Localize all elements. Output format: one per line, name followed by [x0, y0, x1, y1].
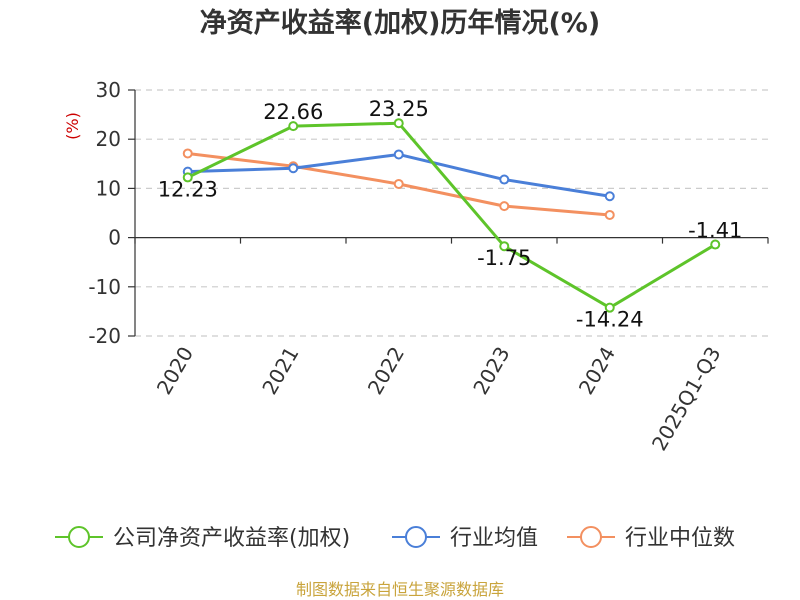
data-label: 23.25 [369, 97, 429, 121]
legend-swatch-marker [68, 526, 90, 548]
y-tick-label: -10 [88, 275, 121, 299]
data-label: -1.75 [477, 246, 531, 270]
axes [128, 89, 769, 337]
data-point [288, 121, 299, 132]
data-point [288, 163, 299, 174]
legend-label: 行业均值 [450, 526, 538, 551]
series-lines [182, 118, 721, 313]
x-tick-label: 2020 [152, 343, 198, 399]
data-point [182, 148, 193, 159]
legend-item[interactable]: 行业均值 [392, 526, 538, 551]
legend-swatch-marker [405, 526, 427, 548]
data-point [499, 174, 510, 185]
series-line [187, 121, 717, 310]
x-tick-label: 2022 [363, 343, 409, 399]
data-label: -14.24 [576, 308, 644, 332]
legend-item[interactable]: 公司净资产收益率(加权) [55, 526, 350, 551]
data-point [499, 201, 510, 212]
legend: 公司净资产收益率(加权) 行业均值 行业中位数 [55, 526, 735, 551]
y-tick-label: 20 [96, 127, 121, 151]
y-tick-label: 0 [108, 226, 121, 250]
data-label: -1.41 [688, 219, 742, 243]
data-point [393, 178, 404, 189]
data-point [710, 239, 721, 250]
data-point [604, 209, 615, 220]
x-tick-label: 2023 [468, 343, 514, 399]
data-point [393, 149, 404, 160]
data-point [604, 191, 615, 202]
data-point [604, 302, 615, 313]
data-labels: 12.23 22.66 23.25 -1.75 -14.24 -1.41 [158, 97, 743, 331]
legend-label: 公司净资产收益率(加权) [113, 526, 350, 551]
source-note: 制图数据来自恒生聚源数据库 [296, 580, 504, 599]
grid-lines [135, 89, 768, 337]
data-point [182, 172, 193, 183]
x-tick-label: 2024 [574, 343, 620, 399]
chart-title: 净资产收益率(加权)历年情况(%) [200, 7, 600, 39]
y-tick-label: 30 [96, 78, 121, 102]
x-tick-labels: 2020 2021 2022 2023 2024 2025Q1-Q3 [152, 343, 726, 455]
x-tick-label: 2025Q1-Q3 [647, 343, 726, 455]
y-tick-labels: 30 20 10 0 -10 -20 [88, 78, 121, 348]
legend-label: 行业中位数 [625, 526, 735, 551]
data-label: 12.23 [158, 177, 218, 201]
legend-swatch-marker [580, 526, 602, 548]
y-axis-label: (%) [63, 112, 82, 140]
legend-item[interactable]: 行业中位数 [567, 526, 735, 551]
y-tick-label: -20 [88, 324, 121, 348]
x-tick-label: 2021 [257, 343, 303, 399]
data-point [499, 241, 510, 252]
data-point [393, 118, 404, 129]
y-tick-label: 10 [96, 176, 121, 200]
data-label: 22.66 [263, 100, 323, 124]
